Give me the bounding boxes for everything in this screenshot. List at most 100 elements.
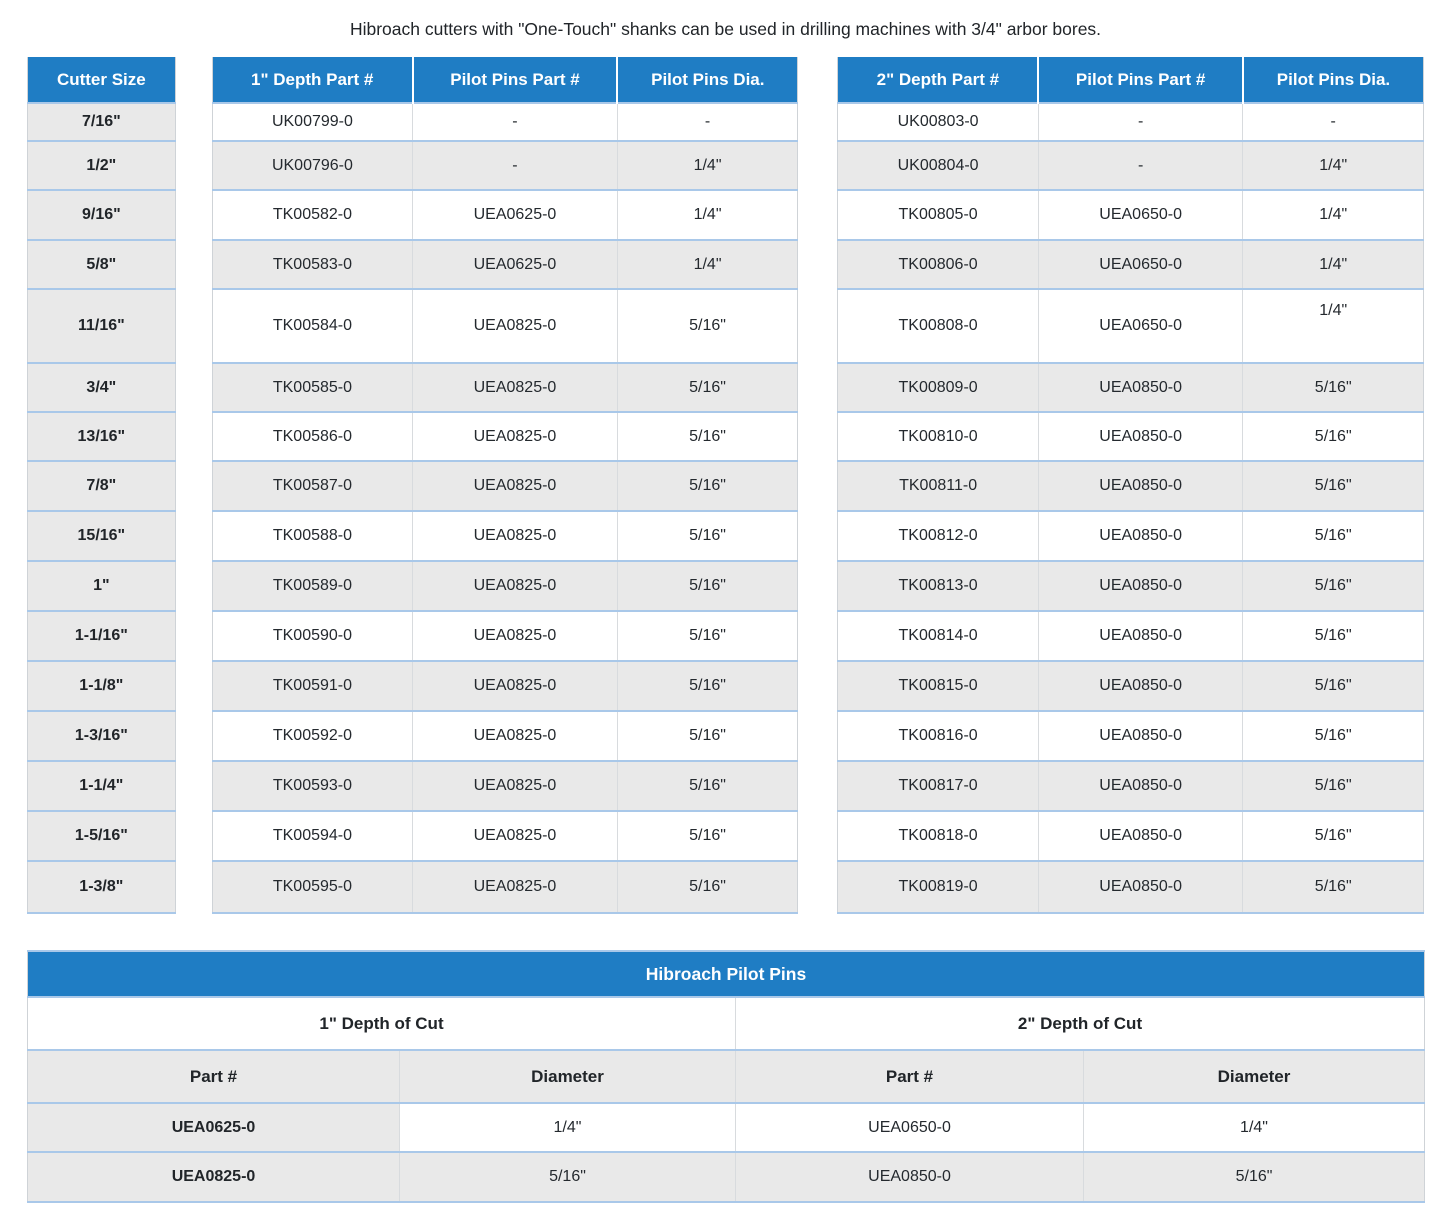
pilot-diameter-cell: 5/16" — [399, 1152, 736, 1202]
intro-text: Hibroach cutters with "One-Touch" shanks… — [349, 19, 1102, 39]
pin-part-cell: - — [1037, 103, 1243, 141]
pin-part-cell: - — [412, 103, 618, 141]
part-cell: TK00816-0 — [898, 727, 978, 744]
part-cell: TK00814-0 — [898, 627, 978, 644]
part-cell: TK00809-0 — [837, 363, 1039, 412]
depth-1-table: 1" Depth Part # Pilot Pins Part # Pilot … — [211, 57, 799, 914]
diameter-col-header: Diameter — [399, 1050, 736, 1103]
table-row: UK00803-0 - - — [837, 103, 1424, 141]
cutter-size-cell: 1-3/16" — [27, 711, 176, 761]
table-row: 15/16" — [27, 511, 176, 561]
pin-dia-cell: 5/16" — [616, 811, 798, 861]
pin-dia-cell: 5/16" — [616, 461, 798, 511]
part-cell: TK00587-0 — [212, 461, 413, 511]
pilot-part-cell: UEA0625-0 — [27, 1103, 400, 1152]
pin-part-cell: - — [1037, 141, 1243, 190]
pin-part-cell: UEA0850-0 — [1037, 511, 1243, 561]
table-row: TK00814-0 UEA0850-0 5/16" — [837, 611, 1424, 661]
cutter-size-cell: 3/4" — [27, 363, 176, 412]
table-row: TK00805-0 UEA0650-0 1/4" — [837, 190, 1424, 240]
pin-part-cell: UEA0850-0 — [1037, 363, 1243, 412]
depth2-part-header: 2" Depth Part # — [837, 57, 1039, 103]
table-row: 7/16" — [27, 103, 176, 141]
table-row: 1-3/8" — [27, 861, 176, 913]
pin-dia-cell: 5/16" — [616, 363, 798, 412]
pin-part-cell: UEA0650-0 — [1037, 289, 1243, 363]
pin-dia-cell: 5/16" — [1242, 363, 1424, 412]
table-row: 1-1/16" — [27, 611, 176, 661]
table-header-row: 1" Depth Part # Pilot Pins Part # Pilot … — [212, 57, 798, 103]
pin-dia-cell: 5/16" — [1242, 661, 1424, 711]
table-row: 3/4" — [27, 363, 176, 412]
pin-dia-cell: 5/16" — [1242, 461, 1424, 511]
table-row: TK00592-0 UEA0825-0 5/16" — [212, 711, 798, 761]
table-row: TK00586-0 UEA0825-0 5/16" — [212, 412, 798, 461]
pin-part-cell: UEA0825-0 — [412, 363, 618, 412]
table-row: 1-1/8" — [27, 661, 176, 711]
part-cell: TK00592-0 — [272, 727, 353, 744]
pilot-pins-section-row: 1" Depth of Cut 2" Depth of Cut — [27, 997, 1425, 1050]
part-cell: TK00808-0 — [898, 317, 978, 334]
pin-dia-cell: 5/16" — [1242, 561, 1424, 611]
pin-dia-cell: 5/16" — [616, 412, 798, 461]
depth-1-section-header: 1" Depth of Cut — [27, 997, 736, 1050]
part-col-header: Part # — [735, 1050, 1084, 1103]
pilot-diameter-cell: 5/16" — [1082, 1152, 1425, 1202]
cutter-size-cell: 11/16" — [27, 289, 176, 363]
pin-dia-cell: 5/16" — [1242, 811, 1424, 861]
pin-part-cell: UEA0850-0 — [1037, 761, 1243, 811]
pin-dia-cell: - — [616, 103, 798, 141]
table-row: TK00813-0 UEA0850-0 5/16" — [837, 561, 1424, 611]
cutter-size-cell: 1-1/4" — [27, 761, 176, 811]
table-row: TK00585-0 UEA0825-0 5/16" — [212, 363, 798, 412]
pilot-pins-part-header: Pilot Pins Part # — [411, 57, 618, 103]
table-row: 1" — [27, 561, 176, 611]
depth1-part-header: 1" Depth Part # — [212, 57, 413, 103]
part-cell: TK00811-0 — [837, 461, 1039, 511]
pin-dia-cell: - — [1242, 103, 1424, 141]
table-row: TK00593-0 UEA0825-0 5/16" — [212, 761, 798, 811]
pin-dia-cell: 5/16" — [1242, 611, 1424, 661]
pin-dia-cell: 5/16" — [1242, 711, 1424, 761]
table-row: TK00588-0 UEA0825-0 5/16" — [212, 511, 798, 561]
pin-dia-cell: 5/16" — [1242, 412, 1424, 461]
part-cell: TK00806-0 — [837, 240, 1039, 289]
table-row: 9/16" — [27, 190, 176, 240]
pin-part-cell: UEA0850-0 — [1037, 811, 1243, 861]
pin-part-cell: UEA0825-0 — [412, 761, 618, 811]
table-row: 11/16" — [27, 289, 176, 363]
cutter-size-header: Cutter Size — [27, 57, 176, 103]
cutter-size-cell: 5/8" — [27, 240, 176, 289]
part-cell: TK00582-0 — [272, 206, 353, 223]
part-cell: TK00594-0 — [272, 827, 353, 844]
part-cell: TK00810-0 — [898, 427, 978, 445]
pin-part-cell: UEA0825-0 — [412, 461, 618, 511]
pin-part-cell: UEA0650-0 — [1037, 190, 1243, 240]
pin-dia-cell: 5/16" — [616, 611, 798, 661]
pin-part-cell: UEA0850-0 — [1037, 461, 1243, 511]
pin-part-cell: UEA0625-0 — [412, 240, 618, 289]
pin-dia-cell: 5/16" — [616, 661, 798, 711]
table-row: 1/2" — [27, 141, 176, 190]
pilot-diameter-cell: 1/4" — [399, 1103, 736, 1152]
pilot-pins-title-row: Hibroach Pilot Pins — [27, 951, 1425, 997]
part-cell: TK00819-0 — [837, 861, 1039, 913]
table-row: TK00815-0 UEA0850-0 5/16" — [837, 661, 1424, 711]
table-row: TK00819-0 UEA0850-0 5/16" — [837, 861, 1424, 913]
pilot-pins-dia-header: Pilot Pins Dia. — [616, 57, 798, 103]
pin-part-cell: UEA0650-0 — [1037, 240, 1243, 289]
cutter-size-cell: 1/2" — [27, 141, 176, 190]
pin-dia-cell: 5/16" — [616, 289, 798, 363]
table-row: TK00810-0 UEA0850-0 5/16" — [837, 412, 1424, 461]
cutter-size-cell: 7/8" — [27, 461, 176, 511]
part-cell: TK00590-0 — [272, 627, 353, 644]
table-row: TK00590-0 UEA0825-0 5/16" — [212, 611, 798, 661]
cutter-size-cell: 7/16" — [27, 103, 176, 141]
part-cell: TK00815-0 — [837, 661, 1039, 711]
table-row: 5/8" — [27, 240, 176, 289]
part-cell: TK00593-0 — [212, 761, 413, 811]
part-col-header: Part # — [27, 1050, 400, 1103]
cutter-size-table: Cutter Size 7/16" 1/2" 9/16" 5/8" 11/16"… — [27, 57, 176, 914]
pin-dia-cell: 1/4" — [616, 190, 798, 240]
